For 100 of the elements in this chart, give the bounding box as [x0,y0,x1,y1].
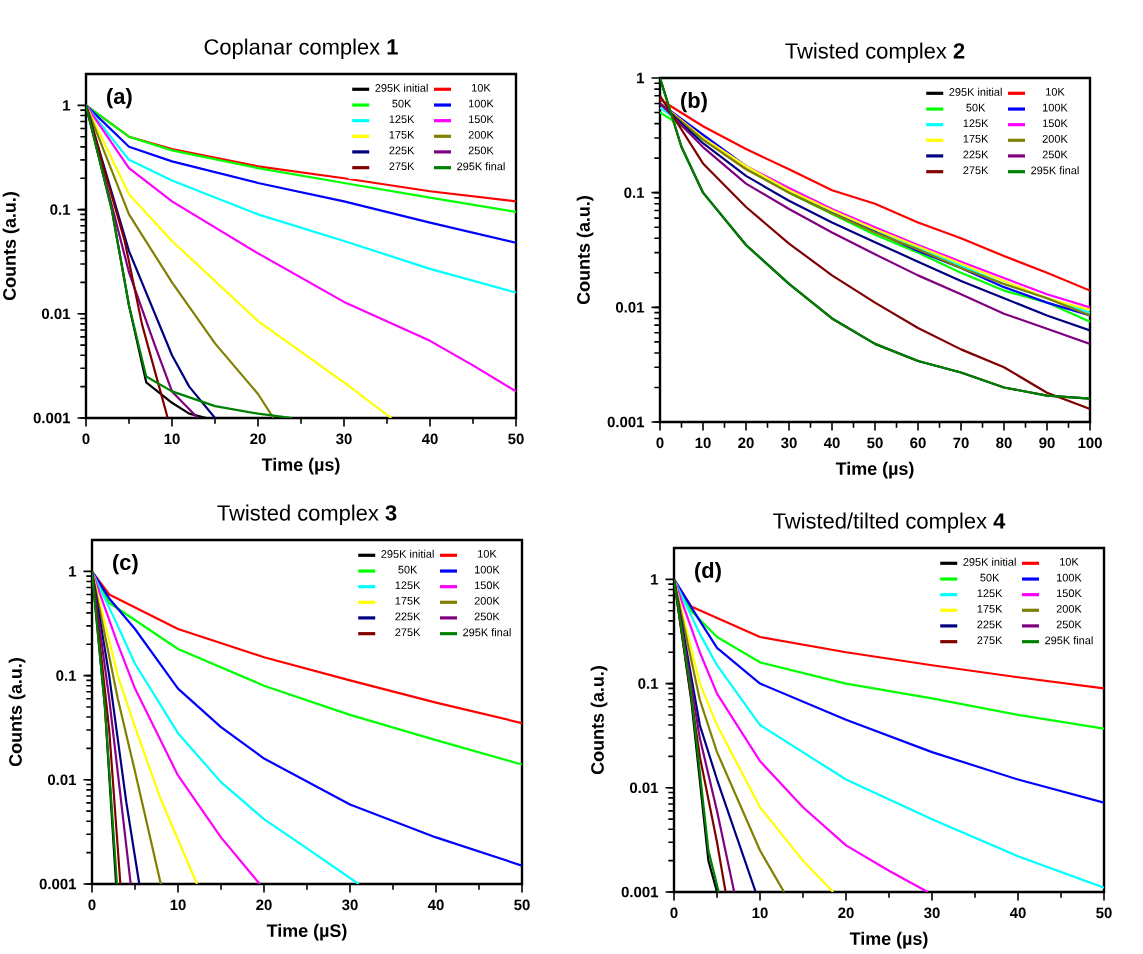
y-tick-label: 0.001 [39,878,77,890]
y-axis-title: Counts (a.u.) [590,666,608,775]
y-tick-label: 0.001 [621,886,659,898]
legend-label: 295K final [457,162,505,171]
legend-label: 50K [966,103,986,112]
legend-label: 175K [963,135,989,143]
x-tick-label: 0 [82,433,90,445]
x-tick-label: 30 [781,437,797,449]
legend-label: 275K [963,166,989,175]
x-tick-label: 0 [88,899,96,911]
legend-label: 225K [963,150,989,159]
legend-label: 225K [395,612,421,621]
y-tick-label: 1 [637,72,645,84]
y-axis-title: Counts (a.u.) [576,196,594,305]
legend-label: 225K [389,146,415,155]
legend-label: 295K final [463,628,511,637]
legend-label: 295K initial [949,87,1002,96]
legend-label: 200K [468,130,494,139]
legend-label: 125K [963,119,989,128]
y-tick-label: 0.1 [638,678,659,689]
legend-label: 150K [1057,589,1082,598]
legend-label: 275K [395,628,421,637]
legend-label: 100K [1043,103,1068,112]
legend-label: 125K [395,581,421,590]
x-axis-title: Time (µs) [835,461,914,479]
y-tick-label: 0.01 [629,782,659,794]
legend-label: 50K [980,573,1000,582]
y-tick-label: 1 [69,566,77,577]
y-tick-label: 0.01 [615,302,645,313]
legend-label: 175K [977,605,1003,613]
y-axis-title: Counts (a.u.) [8,658,26,767]
legend-label: 200K [1042,134,1068,143]
chart-title: Twisted/tilted complex 4 [773,512,1006,533]
x-tick-label: 100 [1078,437,1102,449]
legend-label: 100K [475,565,500,574]
x-tick-label: 50 [867,437,883,449]
x-tick-label: 30 [342,899,358,911]
chart-title: Twisted complex 2 [785,42,965,63]
legend-label: 125K [977,589,1003,598]
legend-label: 225K [977,620,1003,629]
legend-label: 250K [474,612,500,621]
legend-label: 50K [392,99,412,108]
y-tick-label: 0.1 [56,670,77,681]
legend-label: 250K [1056,620,1082,629]
y-tick-label: 0.01 [41,308,71,320]
y-axis-title: Counts (a.u.) [2,192,20,301]
legend-label: 295K initial [375,83,428,92]
x-tick-label: 80 [996,437,1012,449]
y-tick-label: 0.01 [47,774,77,786]
y-tick-label: 1 [63,100,71,111]
x-tick-label: 40 [1009,907,1026,919]
legend-label: 275K [977,636,1003,645]
x-tick-label: 10 [752,907,768,919]
x-tick-label: 0 [656,437,664,449]
x-tick-label: 50 [514,899,530,911]
y-tick-label: 0.001 [607,416,645,428]
legend-label: 295K final [1045,636,1093,645]
legend-label: 250K [468,146,494,155]
legend-label: 10K [472,83,491,92]
legend-label: 10K [1046,87,1065,96]
x-tick-label: 0 [670,907,678,919]
x-tick-label: 50 [508,433,524,445]
legend-label: 10K [1060,557,1079,566]
y-tick-label: 0.001 [33,412,71,424]
x-tick-label: 40 [421,433,438,445]
legend-label: 125K [389,115,415,124]
x-tick-label: 20 [738,437,754,449]
legend-label: 275K [389,162,415,171]
legend-label: 295K final [1031,166,1079,175]
legend-label: 295K initial [963,557,1016,566]
x-tick-label: 10 [164,433,180,445]
legend-label: 150K [475,581,500,590]
legend-label: 175K [395,597,421,605]
legend-label: 150K [469,115,494,124]
legend-label: 200K [474,596,500,605]
x-axis-title: Time (µS) [266,923,347,941]
x-tick-label: 70 [953,437,969,449]
annotation: (c) [113,553,138,575]
x-axis-title: Time (µs) [261,457,340,475]
legend-label: 10K [478,549,497,558]
x-tick-label: 30 [336,433,352,445]
annotation: (b) [681,91,707,113]
x-tick-label: 20 [256,899,272,911]
legend-label: 150K [1043,119,1068,128]
chart-title: Coplanar complex 1 [204,38,398,59]
x-tick-label: 50 [1096,907,1112,919]
legend-label: 100K [469,99,494,108]
legend-label: 175K [389,131,415,139]
legend-label: 100K [1057,573,1082,582]
x-tick-label: 40 [823,437,840,449]
legend-label: 50K [398,565,418,574]
x-tick-label: 60 [910,437,926,449]
x-tick-label: 20 [250,433,266,445]
y-tick-label: 0.1 [624,187,645,198]
x-tick-label: 10 [170,899,186,911]
legend-label: 200K [1056,604,1082,613]
annotation: (a) [107,87,132,109]
annotation: (d) [695,561,721,583]
x-tick-label: 90 [1039,437,1055,449]
x-axis-title: Time (µs) [849,931,928,949]
